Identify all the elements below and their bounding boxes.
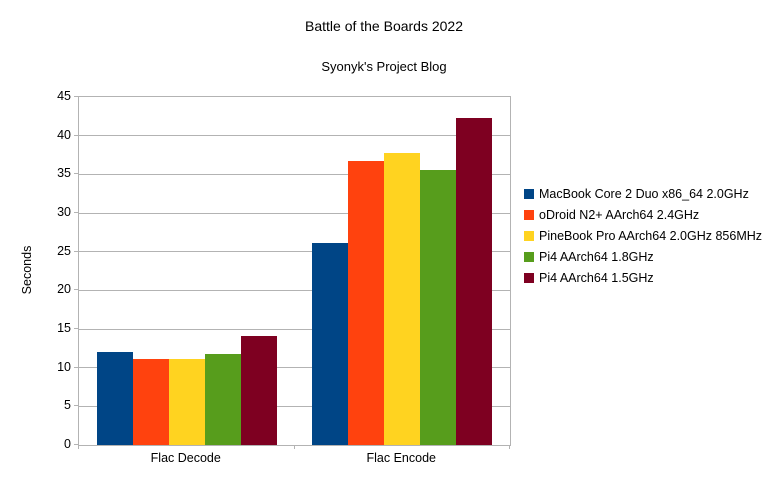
legend-label: Pi4 AArch64 1.5GHz: [539, 271, 654, 285]
plot-area: [78, 96, 511, 446]
x-tick-mark: [78, 445, 79, 449]
legend-item: Pi4 AArch64 1.5GHz: [524, 270, 766, 286]
gridline: [79, 367, 510, 369]
legend-swatch-icon: [524, 252, 534, 262]
y-tick-label: 35: [57, 166, 71, 181]
y-tick-label: 45: [57, 89, 71, 103]
gridline: [79, 251, 510, 253]
chart-title: Battle of the Boards 2022: [305, 18, 463, 34]
y-tick-label: 40: [57, 127, 71, 142]
x-tick-mark: [509, 445, 510, 449]
y-tick-mark: [74, 134, 78, 136]
legend-swatch-icon: [524, 189, 534, 199]
y-tick-mark: [74, 444, 78, 445]
bar-flac-decode-series-4: [240, 335, 277, 445]
bar-flac-encode-series-0: [312, 243, 349, 445]
gridline: [79, 135, 510, 137]
y-tick-mark: [74, 289, 78, 291]
y-tick-label: 25: [57, 243, 71, 258]
y-tick-mark: [74, 173, 78, 175]
bar-flac-decode-series-1: [132, 359, 169, 445]
legend-item: Pi4 AArch64 1.8GHz: [524, 249, 766, 265]
y-tick-mark: [74, 405, 78, 407]
bar-flac-decode-series-2: [168, 359, 205, 445]
category-label: Flac Decode: [150, 451, 221, 465]
y-tick-label: 15: [57, 321, 71, 335]
chart-subtitle: Syonyk's Project Blog: [321, 59, 447, 74]
y-tick-mark: [74, 212, 78, 213]
gridline: [79, 173, 510, 175]
legend-label: Pi4 AArch64 1.8GHz: [539, 250, 654, 264]
legend-item: MacBook Core 2 Duo x86_64 2.0GHz: [524, 186, 766, 202]
bar-flac-decode-series-0: [96, 352, 133, 445]
y-tick-label: 0: [64, 437, 71, 451]
legend-item: oDroid N2+ AArch64 2.4GHz: [524, 207, 766, 223]
legend-item: PineBook Pro AArch64 2.0GHz 856MHz: [524, 228, 766, 244]
gridline: [79, 212, 510, 214]
legend: MacBook Core 2 Duo x86_64 2.0GHz oDroid N…: [524, 186, 766, 286]
legend-label: PineBook Pro AArch64 2.0GHz 856MHz: [539, 229, 763, 243]
y-tick-label: 30: [57, 205, 71, 219]
bar-flac-encode-series-1: [348, 161, 385, 445]
legend-swatch-icon: [524, 210, 534, 220]
y-tick-mark: [74, 250, 78, 252]
y-tick-mark: [74, 366, 78, 368]
legend-label: MacBook Core 2 Duo x86_64 2.0GHz: [539, 187, 749, 201]
legend-swatch-icon: [524, 231, 534, 241]
bar-flac-decode-series-3: [204, 353, 241, 445]
legend-label: oDroid N2+ AArch64 2.4GHz: [539, 208, 700, 222]
legend-swatch-icon: [524, 273, 534, 283]
y-tick-mark: [74, 96, 78, 97]
category-label: Flac Encode: [366, 451, 436, 465]
gridline: [79, 289, 510, 291]
bar-flac-encode-series-2: [384, 152, 421, 445]
gridline: [79, 328, 510, 330]
y-tick-label: 20: [57, 282, 71, 297]
x-tick-mark: [293, 445, 295, 449]
gridline: [79, 405, 510, 407]
bar-flac-encode-series-4: [456, 117, 493, 445]
y-tick-label: 5: [64, 398, 71, 413]
y-tick-mark: [74, 328, 78, 329]
bar-flac-encode-series-3: [420, 170, 457, 445]
y-tick-label: 10: [57, 359, 71, 374]
